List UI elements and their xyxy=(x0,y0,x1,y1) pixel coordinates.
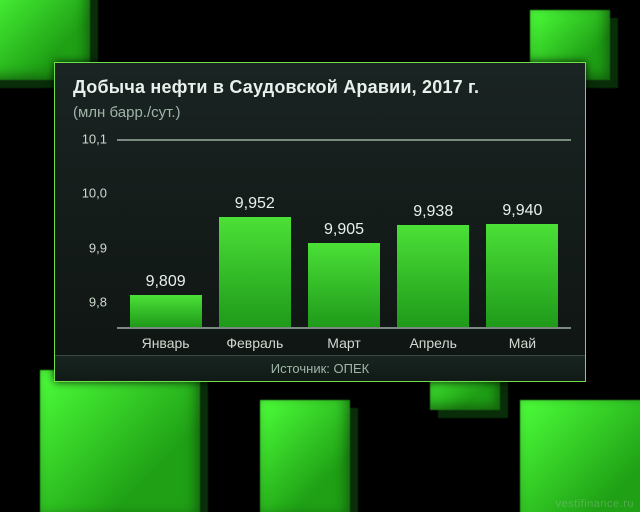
x-axis-label: Февраль xyxy=(210,335,299,351)
chart-panel: Добыча нефти в Саудовской Аравии, 2017 г… xyxy=(54,62,586,382)
bars-row: 9,809 9,952 9,905 9,938 9,940 xyxy=(117,141,571,327)
x-axis-label: Январь xyxy=(121,335,210,351)
bar xyxy=(219,217,291,327)
chart-area: 10,110,09,99,8 9,8099,9529,9059,9389,940… xyxy=(69,139,571,329)
bar-wrap: 9,905 xyxy=(299,141,388,327)
y-tick-label: 9,8 xyxy=(89,294,107,309)
y-tick-label: 10,0 xyxy=(82,186,107,201)
x-axis-labels: ЯнварьФевральМартАпрельМай xyxy=(117,329,571,351)
y-tick-label: 10,1 xyxy=(82,132,107,147)
bar xyxy=(308,243,380,327)
chart-title: Добыча нефти в Саудовской Аравии, 2017 г… xyxy=(73,77,567,98)
bar xyxy=(397,225,469,327)
x-axis-label: Май xyxy=(478,335,567,351)
bg-cube xyxy=(260,400,350,512)
bar-value-label: 9,938 xyxy=(413,203,453,221)
x-axis-label: Апрель xyxy=(389,335,478,351)
y-tick-label: 9,9 xyxy=(89,240,107,255)
bar xyxy=(486,224,558,327)
bar-wrap: 9,952 xyxy=(210,141,299,327)
bar-value-label: 9,905 xyxy=(324,221,364,239)
chart-header: Добыча нефти в Саудовской Аравии, 2017 г… xyxy=(55,63,585,131)
bar-value-label: 9,952 xyxy=(235,195,275,213)
x-axis-label: Март xyxy=(299,335,388,351)
bar-wrap: 9,809 xyxy=(121,141,210,327)
bar-wrap: 9,940 xyxy=(478,141,567,327)
bg-cube xyxy=(40,370,200,512)
plot-region: 9,809 9,952 9,905 9,938 9,940 xyxy=(117,139,571,329)
bar-wrap: 9,938 xyxy=(389,141,478,327)
source-label: Источник: ОПЕК xyxy=(55,355,585,381)
bar-value-label: 9,809 xyxy=(146,273,186,291)
bg-cube xyxy=(520,400,640,512)
watermark: vestifinance.ru xyxy=(556,498,634,510)
bar xyxy=(130,295,202,327)
chart-subtitle: (млн барр./сут.) xyxy=(73,104,567,121)
bar-value-label: 9,940 xyxy=(502,202,542,220)
y-axis: 10,110,09,99,8 xyxy=(69,139,113,329)
